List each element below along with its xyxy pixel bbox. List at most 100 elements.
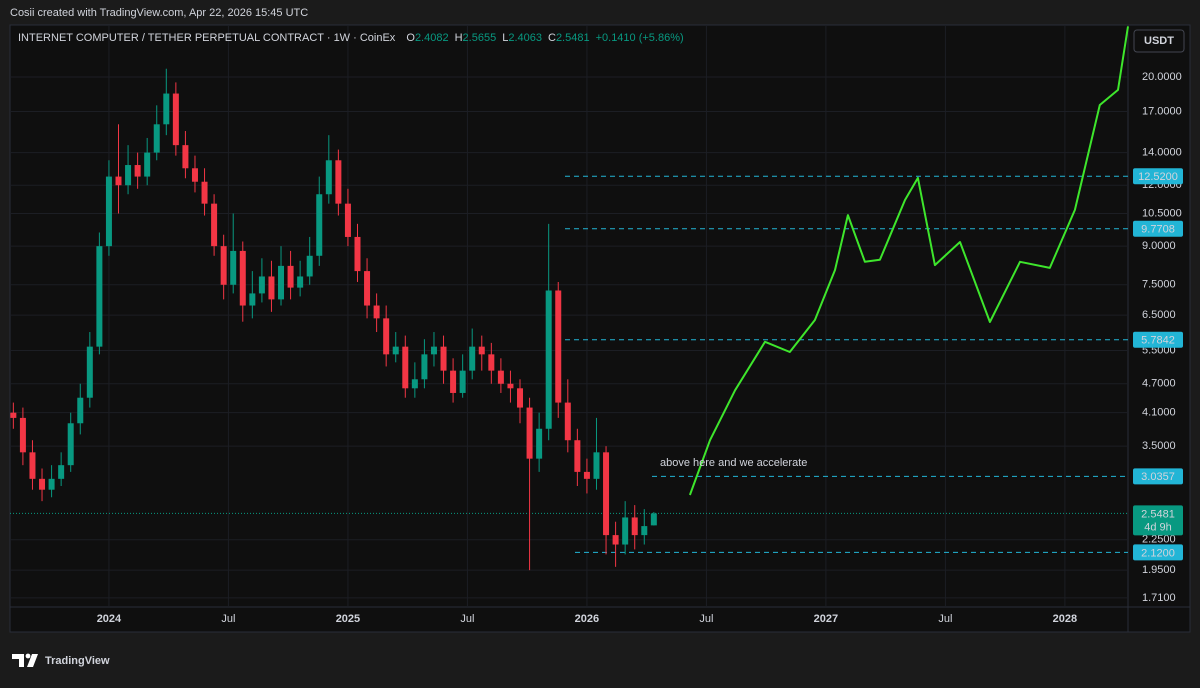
countdown: 4d 9h	[1144, 521, 1172, 533]
candle-body	[411, 379, 418, 389]
ohlc-value: 2.5655	[463, 32, 497, 44]
candle-body	[622, 517, 629, 545]
candle-body	[39, 478, 46, 490]
ohlc-key: O	[406, 32, 415, 44]
candle-body	[220, 246, 227, 285]
y-tick-label: 4.7000	[1142, 378, 1176, 390]
candle-body	[105, 176, 112, 247]
x-tick-label: Jul	[460, 613, 474, 625]
candle-body	[641, 526, 648, 536]
candle-body	[201, 181, 208, 204]
candle-body	[144, 152, 151, 177]
candle-body	[526, 407, 533, 459]
candle-body	[612, 535, 619, 545]
candle-body	[335, 160, 342, 204]
logo-dot	[25, 653, 31, 659]
currency-button[interactable]	[1133, 29, 1185, 53]
grid	[10, 25, 1128, 607]
level-label-box	[1133, 331, 1183, 348]
x-tick-label: 2025	[336, 613, 360, 625]
candle-body	[373, 305, 380, 319]
level-label-box	[1133, 220, 1183, 237]
candle-body	[344, 203, 351, 237]
y-tick-label: 10.5000	[1142, 207, 1182, 219]
x-tick-label: Jul	[221, 613, 235, 625]
plot	[10, 26, 1129, 571]
level-label: 9.7708	[1141, 224, 1175, 236]
candle-body	[230, 250, 237, 285]
candle-body	[249, 293, 256, 306]
x-tick-label: Jul	[699, 613, 713, 625]
level-label: 5.7842	[1141, 335, 1175, 347]
candle-body	[402, 346, 409, 389]
logo-mark	[12, 654, 38, 667]
candle-body	[555, 290, 562, 403]
candle-body	[383, 318, 390, 355]
y-tick-label: 1.7100	[1142, 592, 1176, 604]
candle-body	[191, 168, 198, 182]
x-tick-label: 2027	[814, 613, 838, 625]
candle-body	[478, 346, 485, 355]
candle-body	[517, 388, 524, 408]
candle-body	[392, 346, 399, 355]
candle-body	[325, 160, 332, 195]
y-tick-label: 1.9500	[1142, 564, 1176, 576]
candle-body	[67, 423, 74, 466]
candle-body	[287, 265, 294, 288]
y-tick-label: 20.0000	[1142, 71, 1182, 83]
last-price-box	[1133, 505, 1183, 536]
candle-body	[239, 250, 246, 306]
candle-body	[77, 397, 84, 424]
level-label: 2.1200	[1141, 547, 1175, 559]
level-label: 12.5200	[1138, 171, 1178, 183]
candle-body	[211, 203, 218, 247]
candle-body	[364, 271, 371, 306]
logo: TradingView	[12, 653, 110, 667]
y-tick-label: 7.5000	[1142, 279, 1176, 291]
symbol: INTERNET COMPUTER / TETHER PERPETUAL CON…	[18, 32, 396, 44]
currency[interactable]: USDT	[1144, 35, 1174, 47]
candle-body	[583, 471, 590, 479]
x-tick-label: 2024	[97, 613, 122, 625]
ohlc-value: 2.5481	[556, 32, 590, 44]
change: +0.1410 (+5.86%)	[596, 32, 684, 44]
y-tick-label: 2.2500	[1142, 534, 1176, 546]
last-price-label: 2.5481	[1141, 508, 1175, 520]
candle-body	[545, 290, 552, 429]
candle-body	[268, 276, 275, 300]
candle-body	[172, 93, 179, 146]
candle-body	[536, 428, 543, 459]
y-tick-label: 4.1000	[1142, 407, 1176, 419]
projection-line	[688, 26, 1129, 496]
candle-body	[29, 452, 36, 479]
y-tick-label: 6.5000	[1142, 309, 1176, 321]
candle-body	[488, 354, 495, 371]
candle-body	[10, 412, 17, 418]
level-label: 3.0357	[1141, 471, 1175, 483]
chart-pane	[9, 24, 1191, 633]
ohlc-key: H	[455, 32, 463, 44]
x-tick-label: Jul	[938, 613, 952, 625]
candle-body	[603, 452, 610, 536]
candle-body	[459, 370, 466, 393]
x-tick-label: 2028	[1053, 613, 1077, 625]
y-tick-label: 3.5000	[1142, 440, 1176, 452]
candle-body	[96, 246, 103, 347]
credit: Cosii created with TradingView.com, Apr …	[10, 7, 308, 19]
level-label-box	[1133, 168, 1183, 185]
candle-body	[430, 346, 437, 355]
y-tick-label: 17.0000	[1142, 105, 1182, 117]
candle-body	[497, 370, 504, 384]
candle-body	[48, 478, 55, 490]
candle-body	[650, 513, 657, 526]
level-label-box	[1133, 544, 1183, 561]
candle-body	[86, 346, 93, 398]
candle-body	[421, 354, 428, 380]
candle-body	[297, 276, 304, 288]
candle-body	[115, 176, 122, 186]
candle-body	[278, 265, 285, 300]
ohlc-value: 2.4082	[415, 32, 449, 44]
ohlc-value: 2.4063	[508, 32, 542, 44]
logo-text: TradingView	[45, 655, 110, 667]
